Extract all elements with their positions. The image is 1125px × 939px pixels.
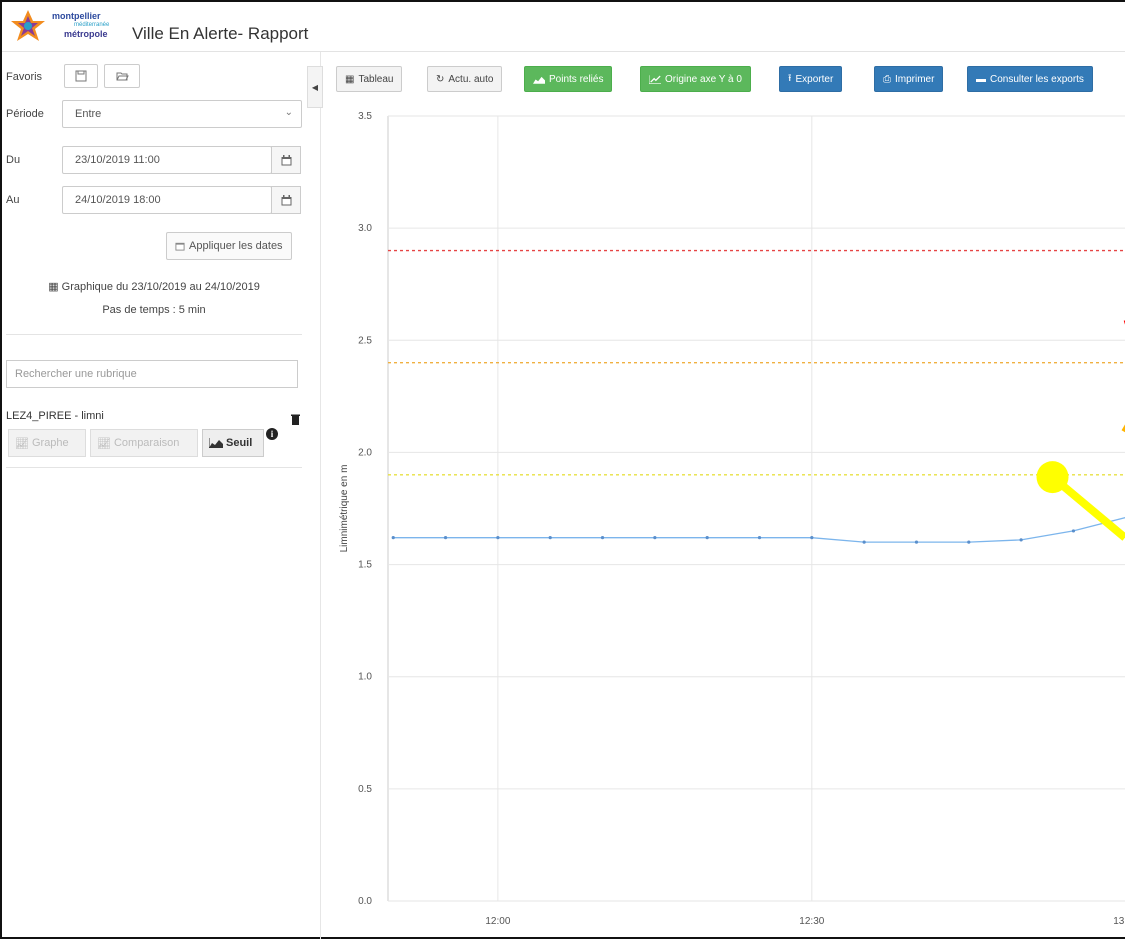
y-tick-label: 0.5 xyxy=(358,784,372,795)
x-tick-label: 12:30 xyxy=(799,916,824,927)
periode-select[interactable]: Entre ⌄ xyxy=(62,100,302,128)
save-icon xyxy=(75,70,87,82)
open-favorite-button[interactable] xyxy=(104,64,140,88)
calendar-icon xyxy=(281,194,291,205)
points-relies-button[interactable]: Points reliés xyxy=(524,66,613,92)
consulter-exports-button[interactable]: ▬ Consulter les exports xyxy=(967,66,1093,92)
x-tick-label: 13:00 xyxy=(1113,916,1125,927)
app-header: montpellier méditerranée métropole Ville… xyxy=(2,2,1125,52)
series-point xyxy=(1071,529,1076,533)
comparaison-button[interactable]: 📈︎ Comparaison xyxy=(90,429,198,457)
collapse-sidebar-button[interactable]: ◀ xyxy=(307,66,323,108)
tableau-label: Tableau xyxy=(358,73,394,85)
sidebar xyxy=(2,52,306,937)
actu-label: Actu. auto xyxy=(448,73,494,85)
trash-icon[interactable] xyxy=(291,414,300,428)
series-point xyxy=(443,536,448,540)
series-point xyxy=(548,536,552,540)
series-point xyxy=(600,536,605,540)
imprimer-label: Imprimer xyxy=(895,73,935,85)
chevron-down-icon: ⌄ xyxy=(284,107,293,118)
chart-area[interactable]: 0.00.51.01.52.02.53.03.512:0012:3013:001… xyxy=(325,100,1125,939)
apply-dates-label: Appliquer les dates xyxy=(189,240,283,252)
du-label: Du xyxy=(6,154,21,166)
area-chart-icon xyxy=(209,438,223,448)
refresh-icon: ↻ xyxy=(436,73,445,85)
seuil-label: Seuil xyxy=(226,437,253,449)
table-icon: ▦ xyxy=(345,73,355,85)
callout-marker xyxy=(1036,461,1069,494)
app-title: Ville En Alerte- Rapport xyxy=(132,24,309,43)
y-tick-label: 3.0 xyxy=(358,223,372,234)
chevron-left-icon: ◀ xyxy=(311,82,319,92)
au-calendar-button[interactable] xyxy=(271,186,301,214)
imprimer-button[interactable]: ⎙ Imprimer xyxy=(874,66,944,92)
upload-icon: ⭱ xyxy=(788,72,792,84)
y-tick-label: 1.5 xyxy=(358,560,372,571)
tableau-button[interactable]: ▦ Tableau xyxy=(336,66,403,92)
y-tick-label: 1.0 xyxy=(358,672,372,683)
folder-open-icon xyxy=(116,72,129,80)
logo-text: montpellier méditerranée métropole xyxy=(52,11,110,39)
graphe-label: Graphe xyxy=(31,437,69,449)
exporter-button[interactable]: ⭱ Exporter xyxy=(779,66,843,92)
au-label: Au xyxy=(6,194,20,206)
du-date-input[interactable]: 23/10/2019 11:00 xyxy=(62,146,272,174)
periode-label: Période xyxy=(6,108,44,120)
comparaison-label: Comparaison xyxy=(113,437,180,449)
origine-axe-button[interactable]: Origine axe Y à 0 xyxy=(640,66,751,92)
sidebar-divider xyxy=(6,467,302,468)
y-tick-label: 0.0 xyxy=(358,896,372,907)
calendar-icon xyxy=(175,242,185,251)
series-title: LEZ4_PIREE - limni xyxy=(6,410,104,422)
periode-value: Entre xyxy=(75,108,102,120)
print-icon: ⎙ xyxy=(883,73,891,85)
series-point xyxy=(391,536,395,540)
au-date-input[interactable]: 24/10/2019 18:00 xyxy=(62,186,272,214)
area-chart-icon xyxy=(533,76,545,84)
line-chart-icon: 📈︎ xyxy=(97,437,111,450)
series-point xyxy=(757,536,762,540)
exporter-label: Exporter xyxy=(795,73,834,85)
search-rubrique-input[interactable]: Rechercher une rubrique xyxy=(6,360,298,388)
actu-auto-button[interactable]: ↻ Actu. auto xyxy=(427,66,503,92)
info-icon[interactable]: i xyxy=(266,428,278,440)
seuil-button[interactable]: Seuil xyxy=(202,429,264,457)
series-point xyxy=(653,536,657,540)
sidebar-divider xyxy=(6,334,302,335)
du-calendar-button[interactable] xyxy=(271,146,301,174)
limni-chart[interactable]: 0.00.51.01.52.02.53.03.512:0012:3013:001… xyxy=(325,100,1125,939)
montpellier-logo-icon[interactable] xyxy=(10,8,46,44)
favoris-label: Favoris xyxy=(6,71,43,83)
series-point xyxy=(705,536,709,540)
series-line xyxy=(393,517,1125,543)
graph-period-info: ▦ Graphique du 23/10/2019 au 24/10/2019 xyxy=(2,280,306,293)
folder-icon: ▬ xyxy=(976,73,986,85)
y-tick-label: 3.5 xyxy=(358,111,372,122)
y-tick-label: 2.0 xyxy=(358,447,372,458)
apply-dates-button[interactable]: Appliquer les dates xyxy=(166,232,292,260)
panel-separator xyxy=(320,52,321,939)
origine-label: Origine axe Y à 0 xyxy=(665,73,742,85)
calendar-icon: ▦ xyxy=(48,281,62,293)
calendar-icon xyxy=(281,154,291,165)
series-point xyxy=(967,540,971,544)
line-chart-icon xyxy=(649,74,661,84)
line-chart-icon: 📈︎ xyxy=(15,437,29,450)
graphe-button[interactable]: 📈︎ Graphe xyxy=(8,429,86,457)
consulter-label: Consulter les exports xyxy=(990,73,1084,85)
series-point xyxy=(496,536,500,540)
graph-period-text: Graphique du 23/10/2019 au 24/10/2019 xyxy=(61,281,260,293)
time-step-info: Pas de temps : 5 min xyxy=(102,304,206,316)
series-point xyxy=(1019,538,1023,542)
y-axis-label: Limnimétrique en m xyxy=(339,465,350,553)
x-tick-label: 12:00 xyxy=(485,916,510,927)
y-tick-label: 2.5 xyxy=(358,335,372,346)
series-point xyxy=(810,536,814,540)
series-point xyxy=(862,540,866,544)
points-label: Points reliés xyxy=(549,73,604,85)
series-point xyxy=(914,540,919,544)
save-favorite-button[interactable] xyxy=(64,64,98,88)
